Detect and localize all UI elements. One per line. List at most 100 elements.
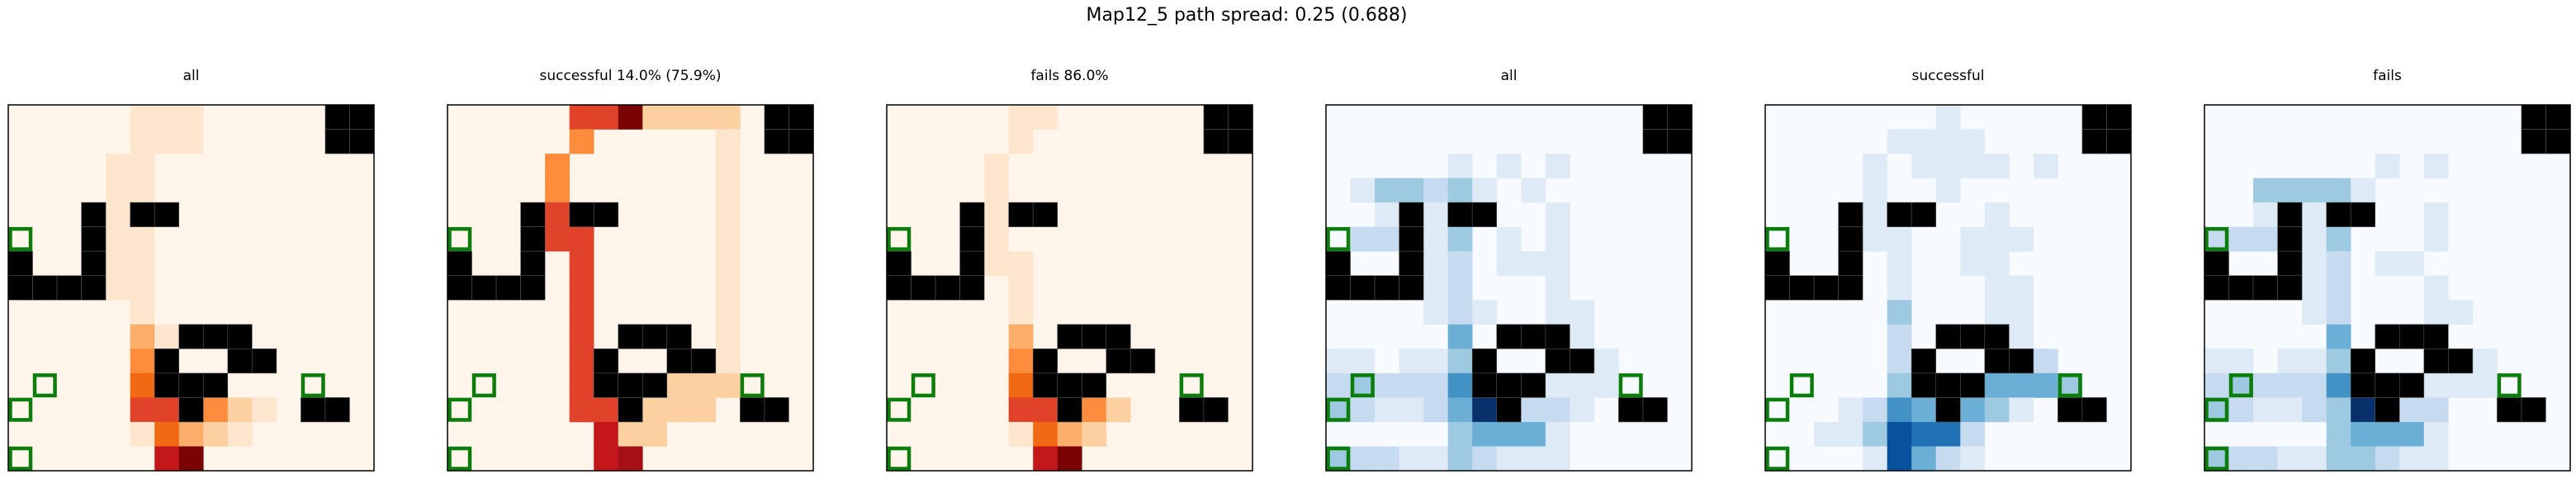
heat-cell bbox=[1838, 421, 1863, 447]
wall-cell bbox=[1789, 275, 1815, 301]
heat-cell bbox=[1911, 154, 1937, 178]
heat-cell bbox=[1326, 349, 1351, 374]
heat-cell bbox=[1350, 397, 1376, 423]
wall-cell bbox=[1203, 104, 1229, 130]
wall-cell bbox=[1959, 372, 1986, 398]
heat-cell bbox=[130, 349, 155, 374]
heat-cell bbox=[203, 421, 229, 447]
wall-cell bbox=[1081, 372, 1107, 398]
heat-cell bbox=[1935, 154, 1961, 178]
wall-cell bbox=[471, 275, 497, 301]
heat-cell bbox=[1008, 397, 1034, 423]
heat-cell bbox=[545, 154, 570, 178]
heat-cell bbox=[2375, 446, 2400, 472]
heatmap-panel-5: fails bbox=[2204, 68, 2571, 472]
heat-cell bbox=[2351, 421, 2376, 447]
goal-marker bbox=[2204, 226, 2229, 251]
heat-cell bbox=[545, 178, 570, 203]
heat-cell bbox=[715, 300, 741, 325]
heat-cell bbox=[1057, 421, 1082, 447]
heat-cell bbox=[1984, 397, 2010, 423]
heat-cell bbox=[1911, 397, 1937, 423]
wall-cell bbox=[81, 226, 107, 252]
wall-cell bbox=[1350, 275, 1376, 301]
wall-cell bbox=[1081, 324, 1107, 349]
heat-cell bbox=[1496, 226, 1522, 252]
wall-cell bbox=[788, 129, 814, 154]
heat-cell bbox=[1423, 446, 1448, 472]
heat-cell bbox=[1521, 421, 1546, 447]
goal-marker bbox=[1326, 397, 1351, 422]
wall-cell bbox=[1838, 275, 1863, 301]
heat-cell bbox=[1545, 397, 1570, 423]
heat-cell bbox=[130, 226, 155, 252]
heat-cell bbox=[154, 446, 180, 472]
goal-marker bbox=[1179, 373, 1204, 398]
wall-cell bbox=[324, 104, 350, 130]
wall-cell bbox=[2204, 275, 2229, 301]
heat-cell bbox=[252, 397, 277, 423]
heat-cell bbox=[1911, 129, 1937, 154]
heat-cell bbox=[715, 154, 741, 178]
wall-cell bbox=[1203, 397, 1229, 423]
heat-cell bbox=[1545, 275, 1570, 301]
heat-cell bbox=[178, 105, 204, 130]
heat-cell bbox=[2326, 300, 2351, 325]
wall-cell bbox=[1447, 202, 1473, 227]
heat-cell bbox=[1033, 421, 1058, 447]
wall-cell bbox=[1642, 397, 1668, 423]
wall-cell bbox=[227, 349, 253, 374]
wall-cell bbox=[618, 324, 643, 349]
heat-cell bbox=[1960, 154, 1986, 178]
goal-marker bbox=[1350, 373, 1375, 398]
heat-cell bbox=[1960, 397, 1986, 423]
heat-cell bbox=[1935, 105, 1961, 130]
wall-cell bbox=[154, 202, 180, 227]
wall-cell bbox=[959, 202, 985, 227]
heat-cell bbox=[2033, 349, 2058, 374]
heat-cell bbox=[2228, 349, 2254, 374]
wall-cell bbox=[1471, 202, 1498, 227]
heat-cell bbox=[2375, 421, 2400, 447]
heat-cell bbox=[1375, 226, 1399, 252]
wall-cell bbox=[447, 250, 472, 277]
wall-cell bbox=[301, 397, 326, 423]
heat-cell bbox=[2423, 421, 2449, 447]
heat-cell bbox=[2009, 397, 2034, 423]
heat-cell bbox=[1447, 421, 1473, 447]
heat-cell bbox=[691, 105, 717, 130]
heat-cell bbox=[130, 372, 155, 398]
heat-cell bbox=[594, 446, 619, 472]
heat-cell bbox=[569, 275, 594, 301]
heat-cell bbox=[618, 105, 643, 130]
heat-cell bbox=[2326, 251, 2351, 277]
heat-cell bbox=[1960, 129, 1986, 154]
panel-title: fails 86.0% bbox=[1030, 68, 1108, 84]
heat-cell bbox=[594, 105, 619, 130]
heat-cell bbox=[1008, 275, 1034, 301]
heat-cell bbox=[130, 154, 155, 178]
heat-cell bbox=[2423, 446, 2449, 472]
heat-cell bbox=[569, 129, 594, 154]
heat-cell bbox=[2423, 397, 2449, 423]
heat-cell bbox=[618, 446, 643, 472]
heat-cell bbox=[2033, 372, 2058, 398]
heat-cell bbox=[1447, 372, 1473, 398]
heat-cell bbox=[1887, 397, 1912, 423]
heat-cell bbox=[594, 397, 619, 423]
heat-cell bbox=[130, 129, 155, 154]
wall-cell bbox=[2277, 202, 2303, 227]
heat-cell bbox=[1570, 300, 1595, 325]
heat-cell bbox=[715, 372, 741, 398]
goal-marker bbox=[8, 397, 33, 422]
heat-cell bbox=[2399, 446, 2425, 472]
heat-cell bbox=[1008, 324, 1034, 349]
wall-cell bbox=[1911, 349, 1937, 374]
heatmap-panel-4: successful bbox=[1764, 68, 2132, 472]
heat-cell bbox=[715, 275, 741, 301]
heat-cell bbox=[594, 421, 619, 447]
heat-cell bbox=[1984, 202, 2010, 227]
heat-cell bbox=[1545, 446, 1570, 472]
heat-cell bbox=[666, 105, 692, 130]
